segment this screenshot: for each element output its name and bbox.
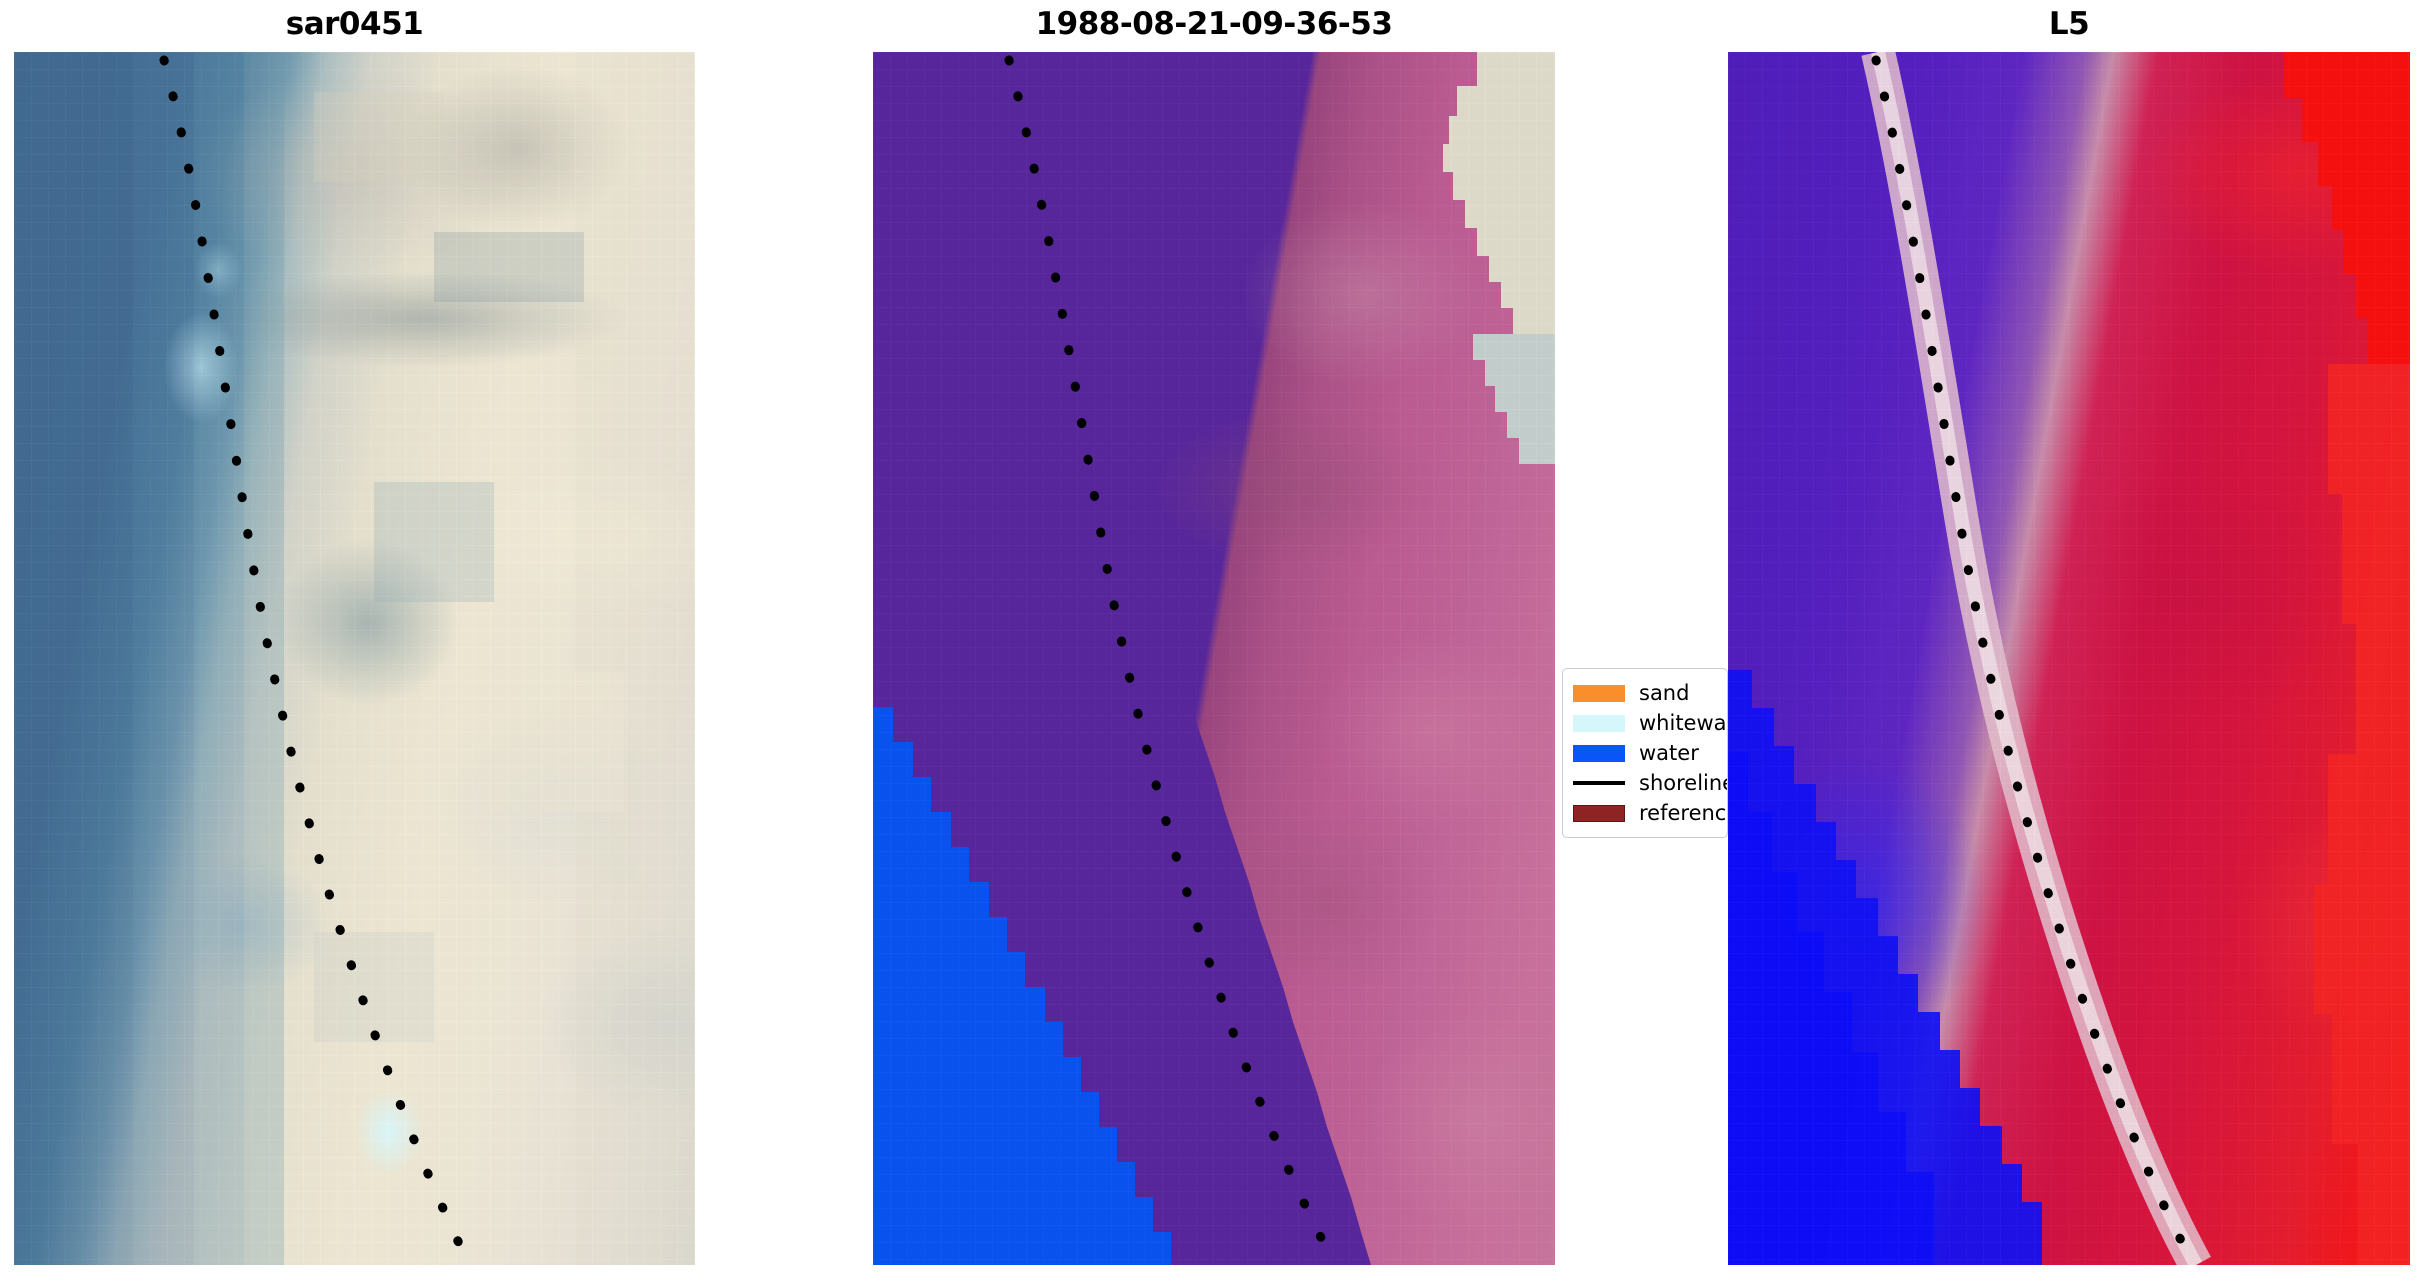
panel-satellite-image bbox=[1728, 52, 2410, 1265]
legend-label-sand: sand bbox=[1639, 680, 1690, 705]
whitewater-color-swatch bbox=[1573, 714, 1625, 732]
class-pixelation-grid bbox=[873, 52, 1555, 1265]
legend-item-sand: sand bbox=[1573, 678, 1717, 708]
panel-sar-title: sar0451 bbox=[285, 6, 424, 42]
sar-pixelation-grid bbox=[14, 52, 695, 1265]
legend-label-whitewater: whitewater bbox=[1639, 710, 1727, 735]
sand-color-swatch bbox=[1573, 684, 1625, 702]
panel-date-title: 1988-08-21-09-36-53 bbox=[1035, 6, 1393, 42]
panel-date-image bbox=[873, 52, 1555, 1265]
water-color-swatch bbox=[1573, 744, 1625, 762]
legend-label-shoreline: shoreline bbox=[1639, 770, 1728, 795]
legend-item-shoreline: shoreline bbox=[1573, 768, 1727, 798]
legend-item-reference: reference bbox=[1573, 798, 1727, 828]
panel-satellite-title: L5 bbox=[2048, 6, 2090, 42]
shoreline-line-swatch bbox=[1573, 781, 1625, 785]
panel-date: 1988-08-21-09-36-53 bbox=[873, 0, 1555, 1265]
legend-item-water: water bbox=[1573, 738, 1717, 768]
panel-satellite: L5 bbox=[1728, 0, 2410, 1265]
legend-label-reference: reference bbox=[1639, 800, 1727, 825]
panel-sar-image bbox=[14, 52, 695, 1265]
index-pixelation-grid bbox=[1728, 52, 2410, 1265]
legend-label-water: water bbox=[1639, 740, 1699, 765]
reference-color-swatch bbox=[1573, 804, 1625, 822]
legend-item-whitewater: whitewater bbox=[1573, 708, 1727, 738]
legend-box: sand whitewater water shoreline referenc… bbox=[1562, 668, 1728, 838]
panel-sar: sar0451 bbox=[14, 0, 695, 1265]
